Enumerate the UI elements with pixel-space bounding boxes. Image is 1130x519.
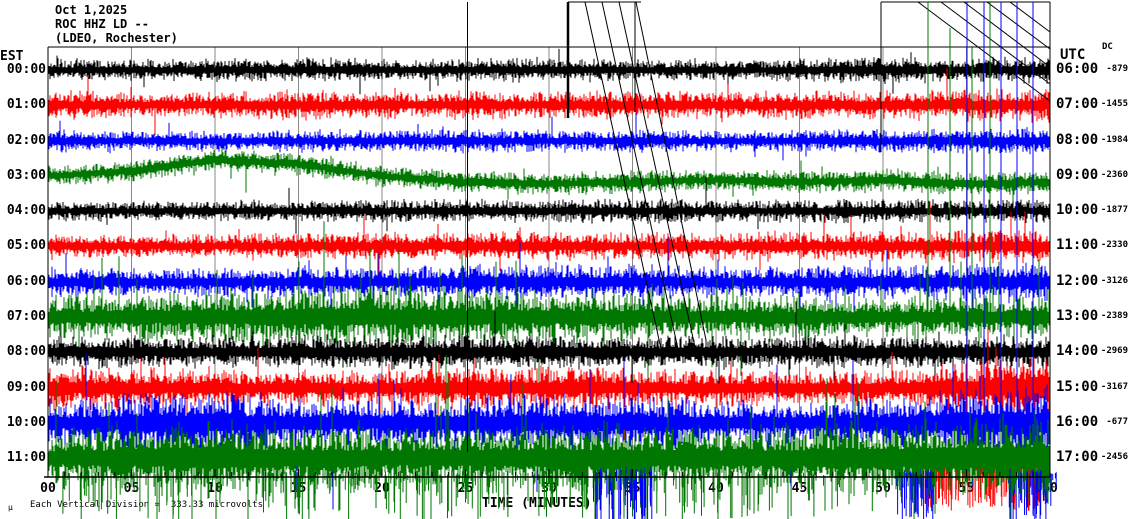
left-time-label: 09:00 <box>6 380 46 395</box>
utc-time-label: 15:00 <box>1056 379 1099 395</box>
dc-offset-value: -1984 <box>1100 135 1128 145</box>
utc-time-label: 16:00 <box>1056 414 1099 430</box>
dc-column-header: DC <box>1102 42 1113 52</box>
header-location: (LDEO, Rochester) <box>55 31 178 45</box>
utc-time-label: 07:00 <box>1056 96 1099 112</box>
dc-offset-value: -2456 <box>1100 452 1128 462</box>
dc-offset-value: -879 <box>1106 64 1128 74</box>
micro-symbol: μ <box>8 503 13 512</box>
left-time-label: 05:00 <box>6 238 46 253</box>
left-time-label: 07:00 <box>6 309 46 324</box>
dc-offset-value: -1877 <box>1100 205 1128 215</box>
x-tick-label: 10 <box>207 481 223 496</box>
left-time-label: 11:00 <box>6 450 46 465</box>
header-station: ROC HHZ LD -- <box>55 17 149 31</box>
dc-offset-value: -2330 <box>1100 240 1128 250</box>
left-time-label: 08:00 <box>6 344 46 359</box>
utc-time-label: 12:00 <box>1056 273 1099 289</box>
dc-offset-value: -1455 <box>1100 99 1128 109</box>
x-tick-label: 05 <box>123 481 140 496</box>
dc-offset-value: -3126 <box>1100 276 1128 286</box>
left-time-label: 10:00 <box>6 415 46 430</box>
utc-time-label: 17:00 <box>1056 449 1099 465</box>
utc-time-label: 08:00 <box>1056 132 1099 148</box>
utc-time-label: 10:00 <box>1056 202 1099 218</box>
left-time-label: 04:00 <box>6 203 46 218</box>
dc-offset-value: -2969 <box>1100 346 1128 356</box>
utc-time-label: 11:00 <box>1056 237 1099 253</box>
x-tick-label: 50 <box>875 481 891 496</box>
utc-time-label: 06:00 <box>1056 61 1099 77</box>
utc-time-label: 09:00 <box>1056 167 1099 183</box>
dc-offset-value: -3167 <box>1100 382 1128 392</box>
x-tick-label: 45 <box>791 481 808 496</box>
left-time-label: 02:00 <box>6 133 46 148</box>
x-tick-label: 00 <box>40 481 56 496</box>
left-time-label: 06:00 <box>6 274 46 289</box>
left-time-label: 03:00 <box>6 168 46 183</box>
utc-time-label: 14:00 <box>1056 343 1099 359</box>
left-time-label: 01:00 <box>6 97 46 112</box>
left-timezone-label: EST <box>0 49 24 64</box>
right-timezone-label: UTC <box>1060 47 1086 63</box>
utc-time-label: 13:00 <box>1056 308 1099 324</box>
dc-offset-value: -677 <box>1106 417 1128 427</box>
left-time-label: 00:00 <box>6 62 46 77</box>
header-date: Oct 1,2025 <box>55 3 128 17</box>
dc-offset-value: -2360 <box>1100 170 1128 180</box>
dc-offset-value: -2389 <box>1100 311 1128 321</box>
